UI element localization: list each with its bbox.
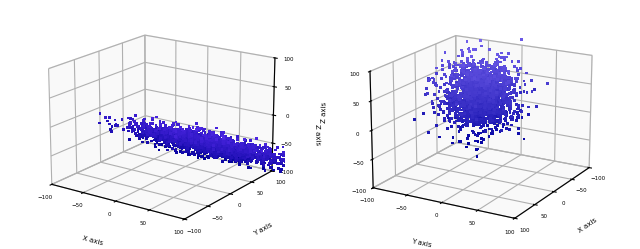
X-axis label: X axis: X axis <box>81 235 103 246</box>
X-axis label: X axis: X axis <box>577 217 598 234</box>
Y-axis label: Y axis: Y axis <box>252 222 273 237</box>
Y-axis label: Y axis: Y axis <box>410 238 432 248</box>
